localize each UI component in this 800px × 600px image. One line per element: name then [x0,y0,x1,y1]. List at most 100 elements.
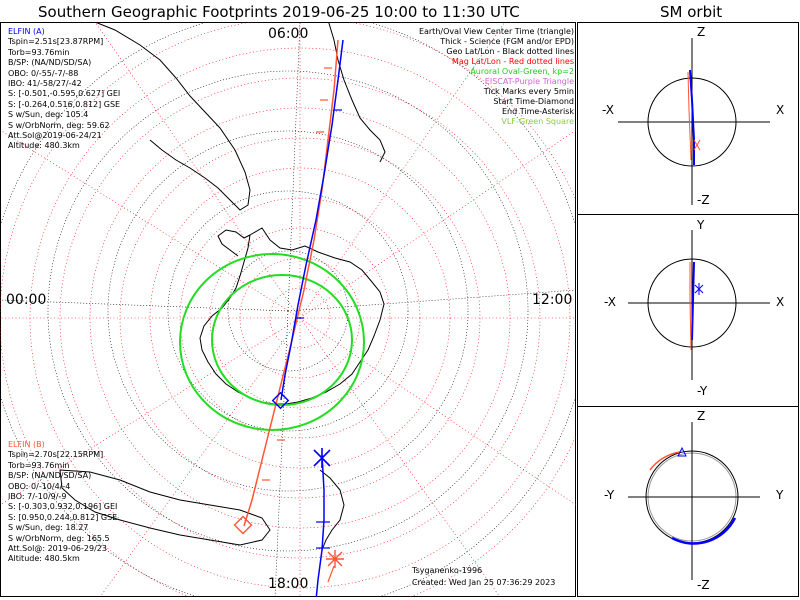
mag-meridian [0,317,301,506]
elfin-a-orbit [671,517,737,545]
legend-entry: End Time-Asterisk [501,107,574,116]
legend-entry: Earth/Oval View Center Time (triangle) [418,27,574,36]
elfin-b-track-bottom [327,565,335,583]
info-line: IBO: 7/-10/9/-9 [8,492,67,502]
map-frame [0,22,576,597]
mag-meridian [94,22,301,319]
geo-circle [167,190,409,432]
info-line: Tspin=2.70s[22.15RPM] [8,450,104,460]
legend-entry: VLF-Green Square [501,117,574,126]
elfin-b-name: ELFIN (B) [8,440,45,449]
mag-circle [209,227,391,409]
legend-entry: Start Time-Diamond [493,97,574,106]
elfin-a-start-diamond [271,391,290,410]
mag-circle [149,167,451,469]
elfin-a-info: ELFIN (A) Tspin=2.51s[23.87RPM] Torb=93.7… [8,27,120,152]
legend-entry: Mag Lat/Lon - Red dotted lines [451,57,574,66]
mag-meridian [0,129,301,319]
elfin-a-marker [694,283,704,295]
geo-meridian [287,289,576,312]
orbit-title: SM orbit [660,3,723,21]
elfin-b-end-asterisk [326,550,344,568]
auroral-oval-inner [211,274,353,406]
elfin-b-orbit [687,71,692,161]
info-line: Torb=93.76min [8,460,70,470]
orbit1-top-label: Z [697,25,706,39]
elfin-b-track [243,39,339,527]
mag-meridian [99,317,301,597]
elfin-b-marker [693,139,701,151]
orbit-panel-yz [628,422,760,580]
south-america-coastline [93,22,251,211]
antarctic-peninsula [217,229,251,257]
legend-entry: Tick Marks every 5min [483,87,574,96]
time-label-top: 06:00 [268,26,309,42]
legend-entry: Geo Lat/Lon - Black dotted lines [446,47,574,56]
info-line: S w/Sun, deg: 18.27 [8,523,89,533]
auroral-oval [179,253,365,431]
orbit2-top-label: Y [697,218,705,232]
africa-coastline [328,22,386,163]
elfin-a-name: ELFIN (A) [8,27,45,36]
mag-meridian [299,317,576,506]
orbit-panel-xz [618,38,770,205]
orbit2-bottom-label: -Y [697,384,708,398]
info-line: Att.Sol@: 2019-06-29/23 [8,544,107,554]
elfin-a-triangle [677,446,687,457]
info-line: B/SP: (NA/ND/SD/SA) [8,58,92,68]
geo-meridian [287,22,301,312]
info-line: Tspin=2.51s[23.87RPM] [8,37,104,47]
orbit-panel-xy [628,230,770,380]
info-line: S: [0.950,0.244,0.812] GSE [8,512,118,522]
legend-entry: Thick - Science (FGM and/or EPD) [440,37,574,46]
time-label-right: 12:00 [532,292,573,308]
info-line: IBO: 41/-58/27/-42 [8,79,82,89]
orbit1-bottom-label: -Z [697,193,710,207]
orbit3-right-label: Y [776,488,784,502]
orbit1-right-label: X [776,103,785,117]
geo-meridian [274,310,289,597]
info-line: S w/OrbNorm, deg: 165.5 [8,533,110,543]
info-line: S w/Sun, deg: 105.4 [8,110,89,120]
elfin-b-ticks [262,67,332,481]
info-line: Att.Sol@2019-06-24/21 [8,131,102,141]
australia-coastline [59,469,271,546]
geo-circle [47,70,529,552]
orbit3-bottom-label: -Z [697,578,710,592]
mag-circle [59,77,541,559]
info-line: S w/OrbNorm, deg: 59.62 [8,120,110,130]
mag-meridian [299,22,506,319]
time-label-left: 00:00 [6,292,47,308]
elfin-b-info: ELFIN (B) Tspin=2.70s[22.15RPM] Torb=93.7… [8,440,117,565]
mag-meridian [299,129,576,319]
orbit1-left-label: -X [602,103,614,117]
elfin-a-orbit [691,261,695,341]
info-line: S: [-0.501,-0.595,0.627] GEI [8,89,121,99]
elfin-a-lower-track [315,454,325,597]
info-line: OBO: 0/-10/4/-4 [8,481,71,491]
mag-meridian [299,317,501,597]
page-title: Southern Geographic Footprints 2019-06-2… [38,3,520,21]
orbit3-top-label: Z [697,409,706,423]
info-line: Torb=93.76min [8,47,70,57]
info-line: OBO: 0/-55/-7/-88 [8,68,79,78]
new-zealand-coastline [319,469,345,551]
info-line: Altitude: 480.5km [8,554,80,564]
elfin-a-end-asterisk [313,448,331,468]
geo-meridian [0,299,289,312]
elfin-b-orbit [689,262,692,351]
geo-grid [0,22,576,597]
map-legend: Earth/Oval View Center Time (triangle) Th… [419,27,574,127]
elfin-b-orbit [649,451,681,471]
mag-circle [119,137,481,499]
orbit2-right-label: X [776,295,785,309]
auroral-oval-outer [179,253,365,431]
legend-entry: EISCAT-Purple Triangle [484,77,574,86]
orbit2-left-label: -X [604,295,616,309]
orbit-frame [577,22,799,597]
elfin-a-track [280,39,344,401]
legend-entry: Auroral Oval-Green, kp=2 [470,67,574,76]
info-line: S: [-0.264,0.516,0.812] GSE [8,99,121,109]
elfin-a-lower-ticks [316,521,330,549]
